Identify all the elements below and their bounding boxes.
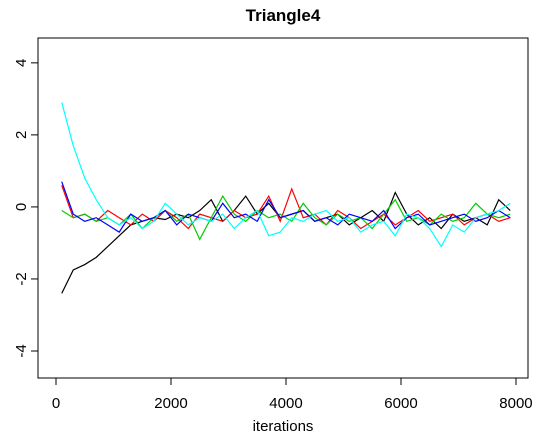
y-tick-label: 4 (13, 59, 30, 67)
x-tick-label: 6000 (384, 395, 417, 412)
y-tick-label: -4 (13, 344, 30, 357)
trace-line (61, 194, 511, 241)
chart-title: Triangle4 (246, 6, 321, 25)
trace-line (61, 102, 511, 248)
x-tick-label: 2000 (154, 395, 187, 412)
x-tick-label: 8000 (499, 395, 532, 412)
plot-box (37, 37, 529, 379)
trace-line (61, 185, 511, 230)
trace-line (61, 181, 511, 233)
x-tick-label: 0 (52, 395, 60, 412)
y-tick-label: -2 (13, 272, 30, 285)
y-tick-label: 2 (13, 131, 30, 139)
x-tick-label: 4000 (269, 395, 302, 412)
x-axis-label: iterations (253, 418, 314, 435)
y-tick-label: 0 (13, 203, 30, 211)
